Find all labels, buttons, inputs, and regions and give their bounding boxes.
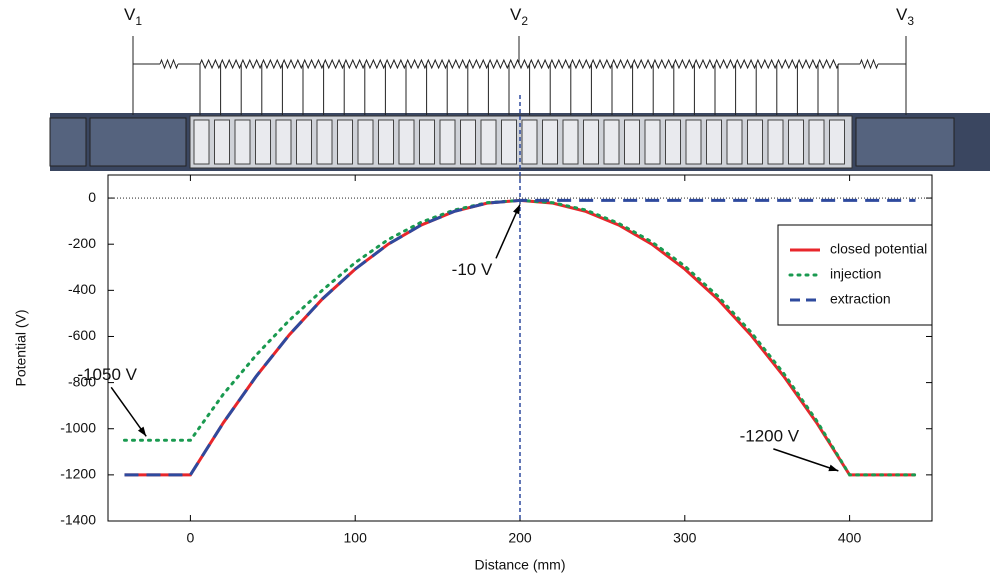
resistor bbox=[570, 58, 592, 70]
y-tick-label: -1400 bbox=[60, 512, 96, 528]
resistor bbox=[776, 58, 798, 70]
electrode-ring bbox=[562, 119, 579, 165]
annotation: -1050 V bbox=[77, 365, 137, 384]
arrow-head bbox=[828, 464, 839, 472]
node-label: V3 bbox=[896, 5, 914, 28]
resistor bbox=[590, 58, 613, 70]
x-axis-label: Distance (mm) bbox=[474, 557, 565, 573]
resistor bbox=[240, 58, 263, 70]
y-tick-label: -1000 bbox=[60, 419, 96, 435]
electrode-ring bbox=[726, 119, 743, 165]
y-tick-label: -1200 bbox=[60, 466, 96, 482]
resistor bbox=[467, 58, 489, 70]
y-tick-label: 0 bbox=[88, 189, 96, 205]
resistor bbox=[343, 58, 366, 70]
resistor bbox=[817, 58, 840, 70]
electrode-ring bbox=[316, 119, 333, 165]
resistor bbox=[714, 58, 737, 70]
electrode-ring bbox=[603, 119, 620, 165]
annotation-arrow bbox=[495, 204, 521, 259]
resistor bbox=[384, 58, 407, 70]
resistor bbox=[652, 58, 675, 70]
resistor bbox=[549, 58, 572, 70]
electrode-ring bbox=[398, 119, 415, 165]
electrode-ring bbox=[255, 119, 271, 165]
electrode-ring bbox=[439, 119, 456, 165]
electrode-ring bbox=[275, 119, 292, 165]
resistor bbox=[405, 58, 428, 70]
resistor bbox=[611, 58, 634, 70]
x-tick-label: 0 bbox=[187, 530, 195, 546]
resistor bbox=[487, 58, 510, 70]
electrode-ring bbox=[480, 119, 497, 165]
electrode-ring bbox=[747, 119, 763, 165]
electrode-ring bbox=[644, 119, 661, 165]
x-tick-label: 300 bbox=[673, 530, 697, 546]
arrow-head bbox=[513, 204, 520, 215]
electrode-ring bbox=[214, 119, 230, 165]
arrow-head bbox=[137, 426, 147, 437]
electrode-ring bbox=[296, 119, 312, 165]
electrode-ring bbox=[419, 119, 435, 165]
resistor bbox=[364, 58, 386, 70]
electrode-ring bbox=[542, 119, 558, 165]
y-axis-label: Potential (V) bbox=[13, 309, 29, 386]
resistor bbox=[446, 58, 469, 70]
series-line bbox=[124, 198, 916, 477]
electrode-ring bbox=[193, 119, 210, 165]
electrode-ring bbox=[501, 119, 517, 165]
legend-box bbox=[777, 224, 933, 326]
node-label: V1 bbox=[124, 5, 142, 28]
electrode-ring bbox=[829, 119, 845, 165]
legend-label: extraction bbox=[830, 291, 891, 307]
electrode-ring bbox=[234, 119, 251, 165]
electrode-ring bbox=[337, 119, 353, 165]
electrode-ring bbox=[460, 119, 476, 165]
resistor bbox=[261, 58, 283, 70]
electrode-ring bbox=[583, 119, 599, 165]
legend-label: closed potential bbox=[830, 241, 927, 257]
electrode-ring bbox=[378, 119, 394, 165]
resistor bbox=[693, 58, 716, 70]
resistor bbox=[632, 58, 654, 70]
annotation: -10 V bbox=[452, 260, 493, 279]
resistor bbox=[323, 58, 345, 70]
resistor bbox=[529, 58, 551, 70]
electrode-ring bbox=[706, 119, 722, 165]
resistor bbox=[735, 58, 757, 70]
electrode-ring bbox=[357, 119, 374, 165]
annotation-arrow bbox=[110, 386, 147, 437]
electrode-ring bbox=[665, 119, 681, 165]
x-tick-label: 100 bbox=[344, 530, 368, 546]
resistor bbox=[302, 58, 325, 70]
electrode-ring bbox=[788, 119, 804, 165]
resistor bbox=[755, 58, 778, 70]
resistor bbox=[220, 58, 242, 70]
x-tick-label: 200 bbox=[508, 530, 532, 546]
resistor bbox=[673, 58, 695, 70]
y-tick-label: -200 bbox=[68, 235, 96, 251]
resistor bbox=[281, 58, 304, 70]
electrode-ring bbox=[767, 119, 784, 165]
y-tick-label: -800 bbox=[68, 373, 96, 389]
electrode-ring bbox=[808, 119, 825, 165]
electrode-ring bbox=[521, 119, 538, 165]
resistor-chain bbox=[132, 36, 907, 115]
legend-label: injection bbox=[830, 266, 881, 282]
electrode-stack bbox=[49, 113, 990, 171]
node-label: V2 bbox=[510, 5, 528, 28]
electrode-ring bbox=[624, 119, 640, 165]
resistor bbox=[796, 58, 819, 70]
electrode-ring bbox=[685, 119, 702, 165]
resistor bbox=[159, 58, 179, 70]
resistor bbox=[426, 58, 448, 70]
resistor bbox=[859, 58, 879, 70]
annotation: -1200 V bbox=[740, 426, 800, 445]
y-tick-label: -600 bbox=[68, 327, 96, 343]
x-tick-label: 400 bbox=[838, 530, 862, 546]
y-tick-label: -400 bbox=[68, 281, 96, 297]
annotation-arrow bbox=[773, 448, 839, 472]
resistor bbox=[199, 58, 222, 70]
